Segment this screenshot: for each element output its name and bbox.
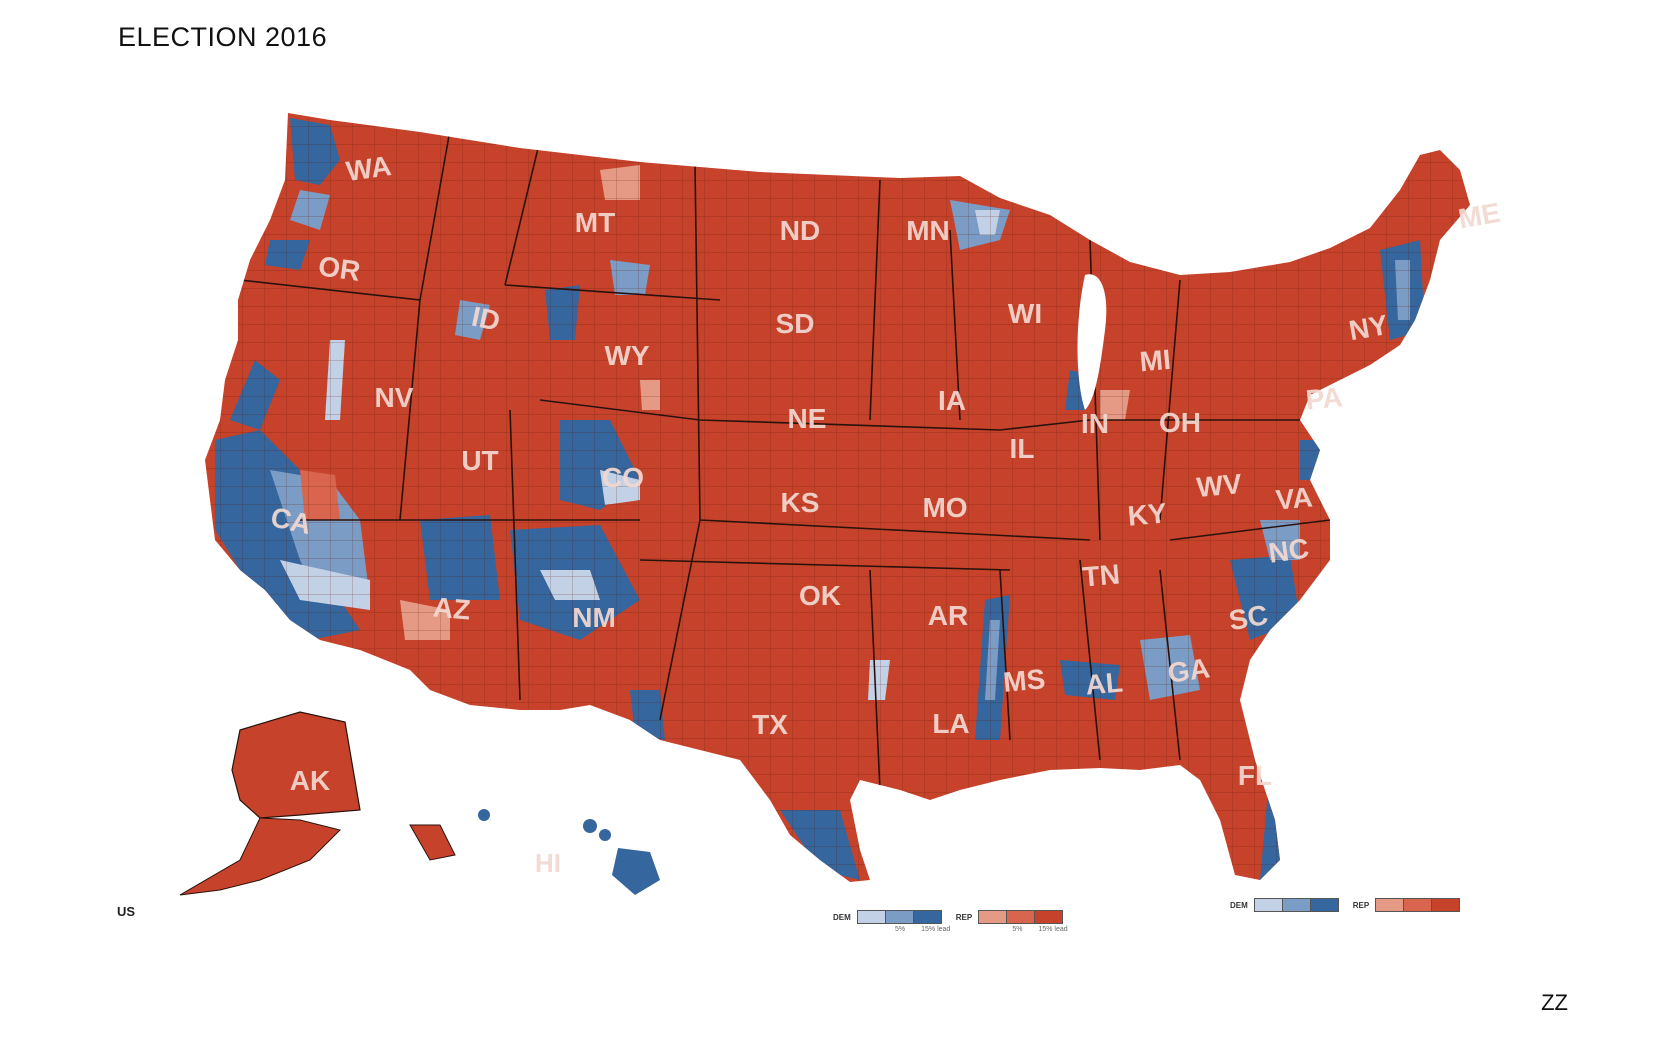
state-label-fl: FL — [1238, 760, 1272, 791]
state-label-wy: WY — [604, 340, 649, 371]
state-label-mi: MI — [1138, 344, 1172, 378]
state-label-nc: NC — [1266, 532, 1310, 568]
state-label-ms: MS — [1002, 663, 1047, 698]
state-label-la: LA — [932, 708, 969, 739]
dem-strong-swatch — [912, 910, 942, 924]
state-label-ar: AR — [928, 600, 968, 631]
state-label-nv: NV — [375, 382, 414, 413]
legend2-rep-label: REP — [1352, 900, 1370, 910]
dem-light-swatch — [856, 910, 885, 924]
legend-rep-label: REP — [955, 912, 973, 922]
state-label-tx: TX — [752, 709, 788, 740]
rep2-mid-swatch — [1403, 898, 1432, 912]
state-label-ia: IA — [938, 385, 966, 416]
state-label-in: IN — [1081, 408, 1109, 439]
state-label-wa: WA — [344, 150, 393, 187]
state-label-ne: NE — [788, 403, 827, 434]
rep2-light-swatch — [1375, 898, 1404, 912]
state-label-az: AZ — [432, 591, 472, 625]
state-label-nd: ND — [780, 215, 820, 246]
state-label-hi: HI — [535, 848, 561, 878]
dem-swatches — [856, 910, 942, 924]
region-tag: US — [117, 904, 136, 919]
state-label-oh: OH — [1159, 407, 1201, 438]
state-label-tn: TN — [1081, 558, 1121, 592]
rep-strong-swatch — [1034, 910, 1064, 924]
state-label-mo: MO — [922, 492, 967, 523]
legend-tick-15-dem: 15% lead — [921, 926, 951, 933]
map-title: ELECTION 2016 — [118, 22, 328, 52]
state-label-id: ID — [469, 301, 503, 337]
state-borders — [239, 129, 1331, 791]
state-label-ga: GA — [1166, 652, 1212, 689]
alaska — [179, 711, 456, 896]
state-label-ut: UT — [461, 445, 498, 476]
state-label-il: IL — [1010, 433, 1035, 464]
rep-mid-swatch — [1006, 910, 1035, 924]
state-label-ak: AK — [290, 765, 330, 796]
state-label-sd: SD — [776, 308, 815, 339]
legend-primary: DEM REP 5% 15% lead 5% 15% lead — [833, 910, 1077, 933]
state-label-wv: WV — [1195, 468, 1243, 503]
rep2-swatches — [1375, 898, 1461, 912]
dem2-strong-swatch — [1309, 898, 1339, 912]
state-labels: WA OR MT ND MN ID SD WY WI NY ME NV MI IA NE IN OH PA IL UT… — [268, 150, 1503, 878]
state-label-mt: MT — [575, 207, 615, 238]
state-label-al: AL — [1084, 666, 1124, 700]
state-label-me: ME — [1456, 197, 1503, 235]
credit-initials: ZZ — [1541, 990, 1568, 1015]
legend2-dem-label: DEM — [1230, 900, 1248, 910]
state-label-sc: SC — [1227, 599, 1271, 636]
state-label-co: CO — [602, 462, 644, 493]
state-label-ok: OK — [799, 580, 841, 611]
state-label-ny: NY — [1347, 309, 1391, 346]
state-label-pa: PA — [1304, 381, 1343, 415]
dem-mid-swatch — [884, 910, 913, 924]
legend-tick-5-dem: 5% — [895, 926, 906, 933]
hawaii — [478, 809, 660, 895]
state-label-va: VA — [1274, 481, 1313, 515]
state-label-ks: KS — [781, 487, 820, 518]
legend-tick-5-rep: 5% — [1012, 926, 1023, 933]
state-label-ky: KY — [1126, 497, 1168, 531]
state-label-mn: MN — [906, 215, 950, 246]
legend-tick-15-rep: 15% lead — [1038, 926, 1068, 933]
legend-secondary: DEM REP — [1230, 898, 1474, 912]
dem2-swatches — [1253, 898, 1339, 912]
state-label-nm: NM — [572, 602, 616, 633]
rep2-strong-swatch — [1431, 898, 1461, 912]
rep-light-swatch — [978, 910, 1007, 924]
rep-swatches — [978, 910, 1064, 924]
dem2-mid-swatch — [1281, 898, 1310, 912]
dem2-light-swatch — [1253, 898, 1282, 912]
legend-dem-label: DEM — [833, 912, 851, 922]
state-label-or: OR — [316, 250, 362, 287]
state-label-wi: WI — [1008, 298, 1042, 329]
